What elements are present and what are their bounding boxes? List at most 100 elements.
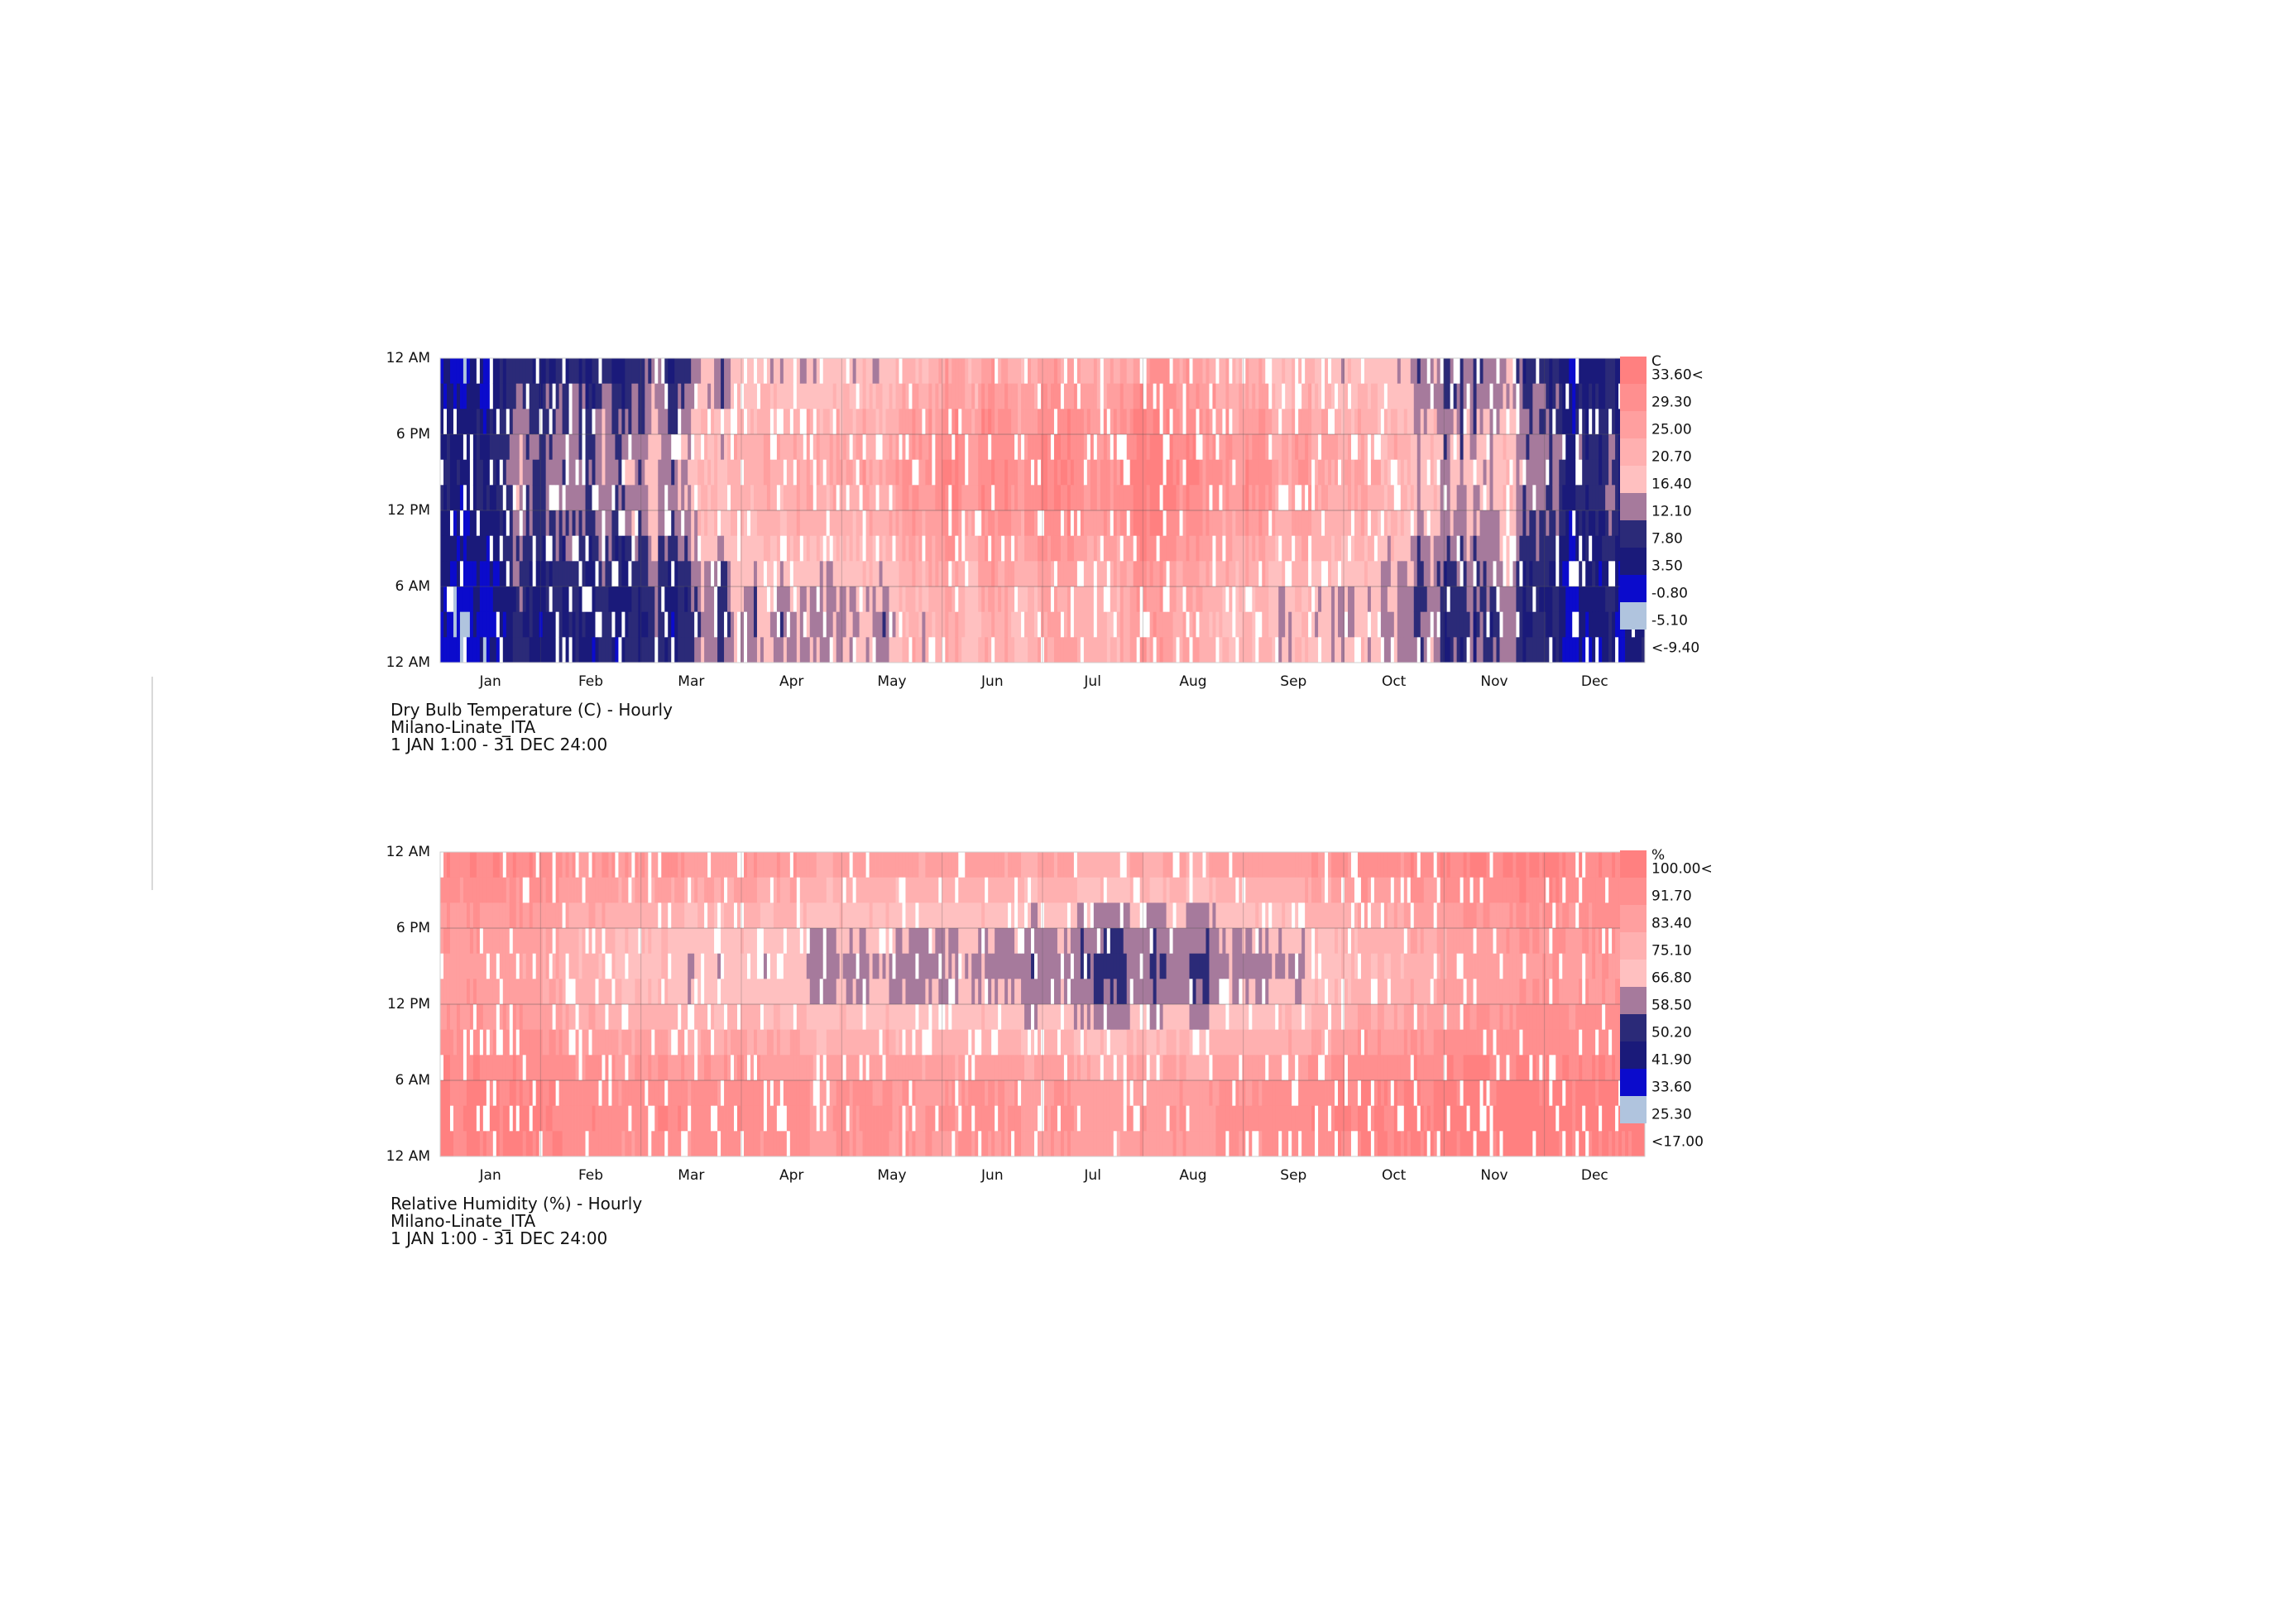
heatmap-cell xyxy=(1103,459,1108,486)
heatmap-cell xyxy=(786,434,791,461)
heatmap-cell xyxy=(714,459,718,486)
heatmap-cell xyxy=(1295,535,1299,562)
heatmap-cell xyxy=(1512,459,1517,486)
heatmap-cell xyxy=(459,928,464,955)
heatmap-cell xyxy=(1212,358,1216,385)
heatmap-cell xyxy=(1252,535,1256,562)
heatmap-cell xyxy=(1146,434,1151,461)
heatmap-cell xyxy=(1265,510,1269,537)
heatmap-cell xyxy=(1430,434,1435,461)
heatmap-cell xyxy=(1420,485,1425,511)
heatmap-cell xyxy=(628,434,632,461)
heatmap-cell xyxy=(942,383,946,409)
heatmap-cell xyxy=(1400,434,1405,461)
heatmap-cell xyxy=(895,358,899,385)
heatmap-cell xyxy=(1387,459,1392,486)
heatmap-cell xyxy=(598,485,602,511)
heatmap-cell xyxy=(928,485,932,511)
heatmap-cell xyxy=(572,459,576,486)
heatmap-cell xyxy=(585,1055,589,1081)
heatmap-cell xyxy=(529,459,534,486)
heatmap-cell xyxy=(542,586,547,613)
heatmap-cell xyxy=(763,459,768,486)
gridlines xyxy=(440,358,1645,663)
heatmap-cell xyxy=(776,637,781,663)
heatmap-cell xyxy=(575,510,579,537)
heatmap-cell xyxy=(1373,358,1378,385)
heatmap-cell xyxy=(638,535,642,562)
heatmap-cell xyxy=(918,535,923,562)
heatmap-cell xyxy=(763,383,768,409)
heatmap-cell xyxy=(651,586,655,613)
heatmap-cell xyxy=(1579,409,1583,435)
heatmap-cell xyxy=(529,1131,534,1157)
heatmap-cell xyxy=(595,383,599,409)
heatmap-cell xyxy=(502,1131,507,1157)
heatmap-cell xyxy=(1410,383,1415,409)
heatmap-cell xyxy=(724,510,728,537)
heatmap-cell xyxy=(611,561,616,587)
heatmap-cell xyxy=(746,485,751,511)
heatmap-cell xyxy=(1360,358,1365,385)
heatmap-cell xyxy=(836,358,841,385)
heatmap-cell xyxy=(472,459,477,486)
heatmap-cell xyxy=(1390,535,1395,562)
heatmap-cell xyxy=(463,459,467,486)
heatmap-cell xyxy=(532,611,537,638)
heatmap-cell xyxy=(922,611,926,638)
heatmap-cell xyxy=(1031,586,1035,613)
heatmap-cell xyxy=(1275,383,1279,409)
heatmap-cell xyxy=(1443,637,1448,663)
heatmap-cell xyxy=(499,1105,504,1132)
heatmap-cell xyxy=(545,409,550,435)
heatmap-cell xyxy=(1001,358,1005,385)
heatmap-cell xyxy=(938,383,942,409)
heatmap-cell xyxy=(1252,459,1256,486)
heatmap-cell xyxy=(856,510,860,537)
heatmap-cell xyxy=(991,358,995,385)
heatmap-cell xyxy=(453,561,458,587)
heatmap-cell xyxy=(1572,510,1576,537)
heatmap-cell xyxy=(641,459,645,486)
heatmap-cell xyxy=(558,358,563,385)
heatmap-cell xyxy=(1169,434,1173,461)
heatmap-cell xyxy=(1252,434,1256,461)
heatmap-cell xyxy=(625,409,629,435)
heatmap-cell xyxy=(928,637,932,663)
heatmap-cell xyxy=(1103,535,1108,562)
heatmap-cell xyxy=(1542,561,1546,587)
heatmap-cell xyxy=(628,510,632,537)
heatmap-cell xyxy=(1268,485,1273,511)
heatmap-cell xyxy=(1004,409,1009,435)
heatmap-cell xyxy=(1159,561,1163,587)
heatmap-cell xyxy=(819,611,824,638)
heatmap-cell xyxy=(938,434,942,461)
heatmap-cell xyxy=(1143,358,1148,385)
heatmap-cell xyxy=(935,459,939,486)
heatmap-cell xyxy=(463,1105,467,1132)
heatmap-cell xyxy=(456,1055,461,1081)
heatmap-cell xyxy=(1292,535,1296,562)
heatmap-cell xyxy=(1364,510,1368,537)
heatmap-cell xyxy=(1350,434,1355,461)
heatmap-cell xyxy=(440,409,444,435)
heatmap-cell xyxy=(678,561,682,587)
heatmap-cell xyxy=(935,510,939,537)
heatmap-cell xyxy=(1149,434,1154,461)
legend-tick-label: 33.60< xyxy=(1651,367,1704,384)
heatmap-cell xyxy=(822,586,827,613)
heatmap-cell xyxy=(1080,510,1085,537)
heatmap-cell xyxy=(509,383,514,409)
heatmap-cell xyxy=(443,409,448,435)
heatmap-cell xyxy=(1083,561,1088,587)
heatmap-cell xyxy=(1206,611,1210,638)
heatmap-cell xyxy=(565,902,569,929)
heatmap-cell xyxy=(1086,561,1091,587)
heatmap-cell xyxy=(1258,434,1263,461)
heatmap-cell xyxy=(991,434,995,461)
heatmap-cell xyxy=(658,611,662,638)
heatmap-cell xyxy=(1390,510,1395,537)
heatmap-cell xyxy=(476,1080,481,1107)
heatmap-cell xyxy=(489,979,494,1005)
heatmap-cell xyxy=(449,928,454,955)
